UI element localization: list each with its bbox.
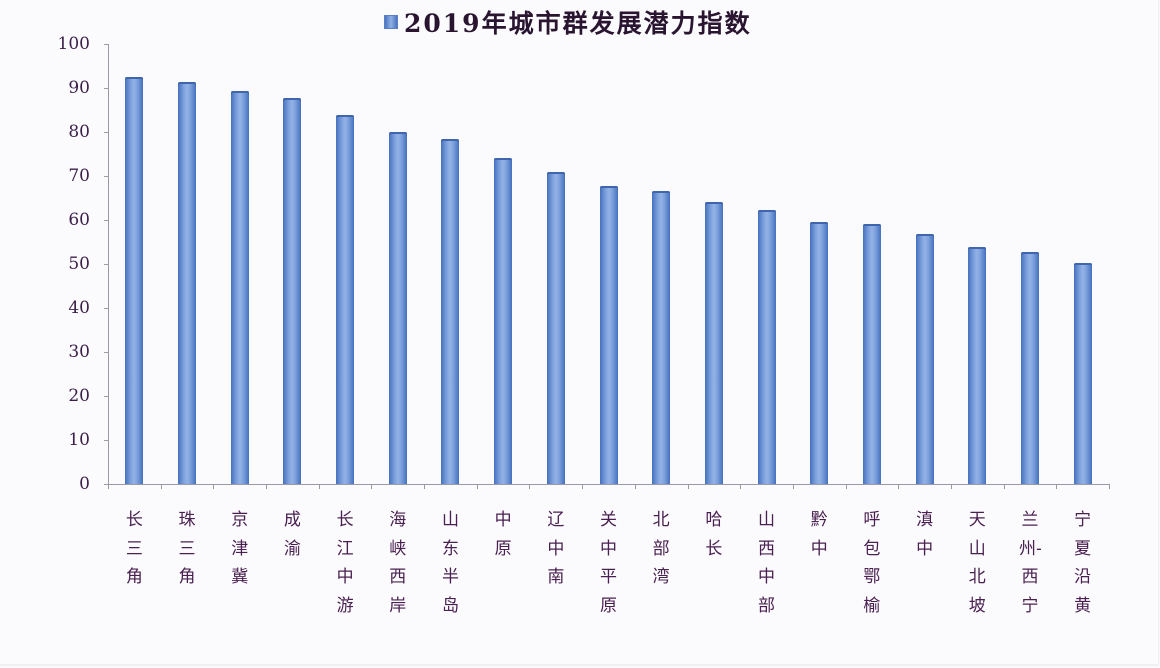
x-tick-mark xyxy=(213,484,215,489)
y-tick-label: 90 xyxy=(68,78,90,98)
x-category-label: 京津冀 xyxy=(231,510,249,587)
y-tick-label: 70 xyxy=(68,166,90,186)
x-category-label: 中原 xyxy=(494,510,512,559)
y-tick-label: 20 xyxy=(68,386,90,406)
y-tick-label: 80 xyxy=(68,122,90,142)
y-tick-mark xyxy=(104,484,108,485)
x-category-label: 关中平原 xyxy=(600,510,617,616)
y-tick-label: 60 xyxy=(68,210,90,230)
x-tick-mark xyxy=(582,484,584,489)
x-tick-mark xyxy=(634,484,636,489)
bar xyxy=(810,222,829,484)
x-category-label: 成渝 xyxy=(283,510,301,559)
x-tick-mark xyxy=(740,484,742,489)
x-tick-mark xyxy=(950,484,952,489)
chart-legend: 2019年城市群发展潜力指数 xyxy=(384,6,752,38)
x-tick-mark xyxy=(266,484,268,489)
bar xyxy=(652,190,671,484)
x-tick-mark xyxy=(1056,484,1058,489)
y-tick-mark xyxy=(104,220,108,221)
y-tick-label: 0 xyxy=(79,474,90,494)
x-category-label: 天山北坡 xyxy=(968,510,986,616)
x-tick-mark xyxy=(318,484,320,489)
x-category-label: 兰州-西宁 xyxy=(1018,510,1041,616)
bar xyxy=(546,171,565,484)
x-category-label: 黔中 xyxy=(810,510,828,559)
bar xyxy=(230,91,249,484)
bar xyxy=(704,201,723,484)
x-tick-mark xyxy=(424,484,426,489)
y-tick-label: 100 xyxy=(57,34,90,54)
x-tick-mark xyxy=(792,484,794,489)
x-tick-mark xyxy=(160,484,162,489)
x-tick-mark xyxy=(898,484,900,489)
x-category-label: 长三角 xyxy=(125,510,143,587)
x-tick-mark xyxy=(1003,484,1005,489)
x-category-label: 哈长 xyxy=(705,510,723,559)
y-tick-mark xyxy=(104,264,108,265)
bar xyxy=(1020,252,1039,484)
x-tick-mark xyxy=(845,484,847,489)
y-tick-mark xyxy=(104,88,108,89)
x-category-label: 北部湾 xyxy=(652,510,670,587)
bar xyxy=(757,210,776,484)
y-tick-mark xyxy=(104,176,108,177)
x-category-label: 辽中南 xyxy=(547,510,565,587)
x-tick-mark xyxy=(1109,484,1110,489)
x-tick-mark xyxy=(687,484,689,489)
y-axis xyxy=(108,44,109,485)
chart-title: 2019年城市群发展潜力指数 xyxy=(404,9,752,38)
bar xyxy=(968,246,987,484)
y-tick-mark xyxy=(104,396,108,397)
y-tick-label: 50 xyxy=(68,254,90,274)
x-tick-mark xyxy=(371,484,373,489)
x-category-label: 珠三角 xyxy=(178,510,196,587)
x-category-label: 宁夏沿黄 xyxy=(1074,510,1092,616)
bar xyxy=(1073,262,1092,484)
x-category-label: 海峡西岸 xyxy=(389,510,407,616)
bar xyxy=(441,138,460,484)
x-category-label: 长江中游 xyxy=(336,510,354,616)
bar xyxy=(283,98,302,484)
bar xyxy=(125,77,144,484)
y-tick-mark xyxy=(104,308,108,309)
y-tick-mark xyxy=(104,352,108,353)
bar xyxy=(599,186,618,484)
y-tick-label: 30 xyxy=(68,342,90,362)
x-tick-mark xyxy=(476,484,478,489)
x-axis xyxy=(108,484,1109,485)
y-tick-label: 40 xyxy=(68,298,90,318)
x-category-label: 山东半岛 xyxy=(441,510,459,616)
x-tick-mark xyxy=(108,484,109,489)
y-tick-mark xyxy=(104,132,108,133)
bar xyxy=(336,115,355,484)
bar xyxy=(178,82,197,484)
bar xyxy=(494,158,513,484)
bar xyxy=(862,223,881,484)
bar xyxy=(915,234,934,484)
y-tick-mark xyxy=(104,440,108,441)
legend-swatch xyxy=(384,15,398,29)
y-tick-label: 10 xyxy=(68,430,90,450)
x-tick-mark xyxy=(529,484,531,489)
x-category-label: 滇中 xyxy=(916,510,934,559)
x-category-label: 山西中部 xyxy=(758,510,776,616)
bar xyxy=(388,132,407,484)
x-category-label: 呼包鄂榆 xyxy=(863,510,881,616)
y-tick-mark xyxy=(104,44,108,45)
